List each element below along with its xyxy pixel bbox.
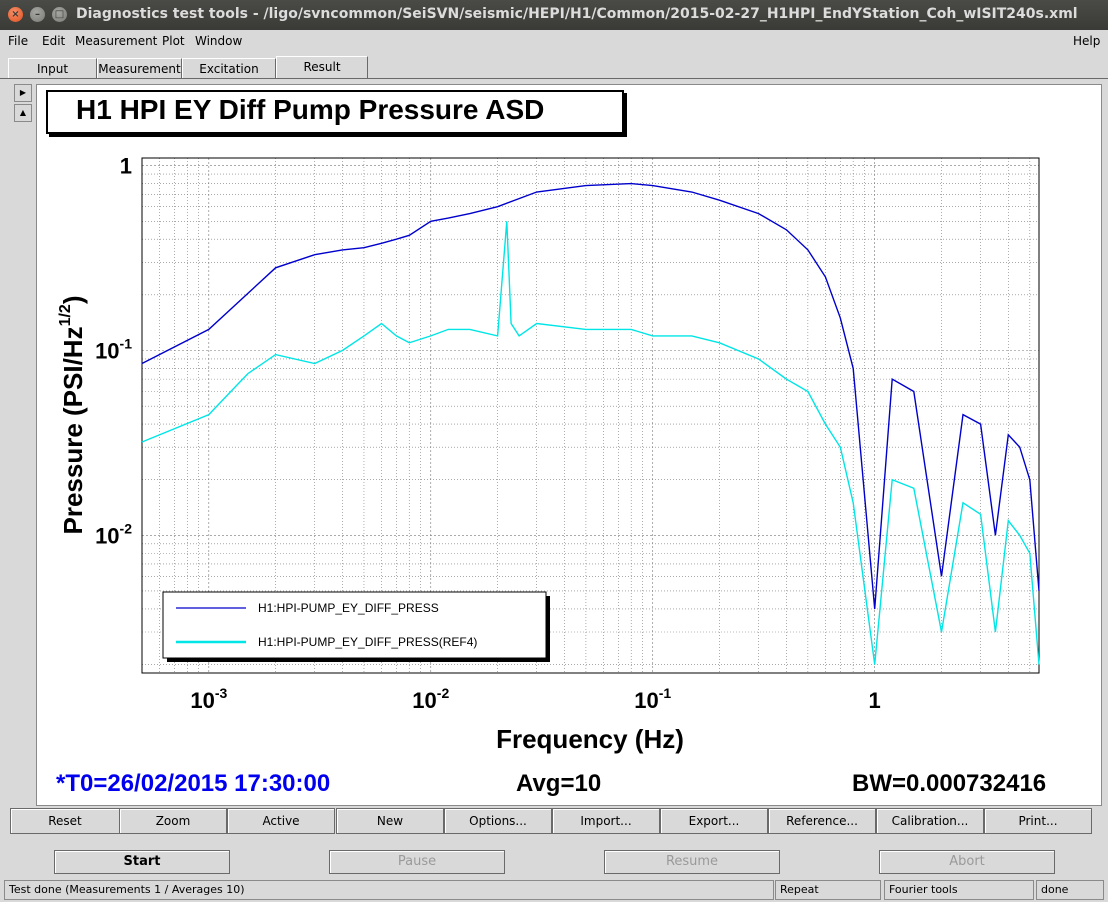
export-button[interactable]: Export... <box>660 808 768 834</box>
title-bar: × – □ Diagnostics test tools - /ligo/svn… <box>0 0 1108 30</box>
import-button[interactable]: Import... <box>552 808 660 834</box>
menu-bar: File Edit Measurement Plot Window Help <box>0 30 1108 52</box>
plot-panel[interactable] <box>36 84 1102 806</box>
expand-up-arrow-icon[interactable]: ▲ <box>14 104 32 122</box>
tab-divider <box>0 78 1108 79</box>
menu-help[interactable]: Help <box>1073 34 1101 48</box>
menu-window[interactable]: Window <box>195 34 243 48</box>
abort-button[interactable]: Abort <box>879 850 1055 874</box>
tab-input[interactable]: Input <box>8 58 97 79</box>
minimize-window-button[interactable]: – <box>30 7 45 22</box>
options-button[interactable]: Options... <box>444 808 552 834</box>
avg-label: Avg=10 <box>516 770 602 797</box>
menu-plot[interactable]: Plot <box>162 34 185 48</box>
reset-button[interactable]: Reset <box>10 808 120 834</box>
tab-result[interactable]: Result <box>276 56 368 79</box>
t0-label: *T0=26/02/2015 17:30:00 <box>56 770 331 797</box>
status-message: Test done (Measurements 1 / Averages 10) <box>4 880 774 900</box>
maximize-window-button[interactable]: □ <box>52 7 67 22</box>
menu-measurement[interactable]: Measurement <box>75 34 158 48</box>
resume-button[interactable]: Resume <box>604 850 780 874</box>
bw-label: BW=0.000732416 <box>852 770 1047 797</box>
print-button[interactable]: Print... <box>984 808 1092 834</box>
menu-file[interactable]: File <box>8 34 29 48</box>
tab-excitation[interactable]: Excitation <box>182 58 276 79</box>
status-state: done <box>1036 880 1104 900</box>
start-button[interactable]: Start <box>54 850 230 874</box>
status-bar: Test done (Measurements 1 / Averages 10)… <box>0 878 1108 900</box>
tab-bar: Input Measurement Excitation Result <box>0 56 1108 80</box>
close-window-button[interactable]: × <box>8 7 23 22</box>
reference-button[interactable]: Reference... <box>768 808 876 834</box>
window-title: Diagnostics test tools - /ligo/svncommon… <box>76 6 1078 22</box>
status-tool: Fourier tools <box>884 880 1034 900</box>
plot-button-row: Reset Zoom Active New Options... Import.… <box>8 808 1100 834</box>
zoom-button[interactable]: Zoom <box>119 808 227 834</box>
pause-button[interactable]: Pause <box>329 850 505 874</box>
menu-edit[interactable]: Edit <box>42 34 66 48</box>
control-row: Start Pause Resume Abort <box>0 848 1108 874</box>
active-button[interactable]: Active <box>227 808 335 834</box>
calibration-button[interactable]: Calibration... <box>876 808 984 834</box>
new-button[interactable]: New <box>336 808 444 834</box>
plot-title-box: H1 HPI EY Diff Pump Pressure ASD <box>46 90 624 134</box>
plot-title: H1 HPI EY Diff Pump Pressure ASD <box>76 94 545 125</box>
status-mode: Repeat <box>775 880 881 900</box>
tab-measurement[interactable]: Measurement <box>97 58 182 79</box>
expand-right-arrow-icon[interactable]: ▶ <box>14 84 32 102</box>
